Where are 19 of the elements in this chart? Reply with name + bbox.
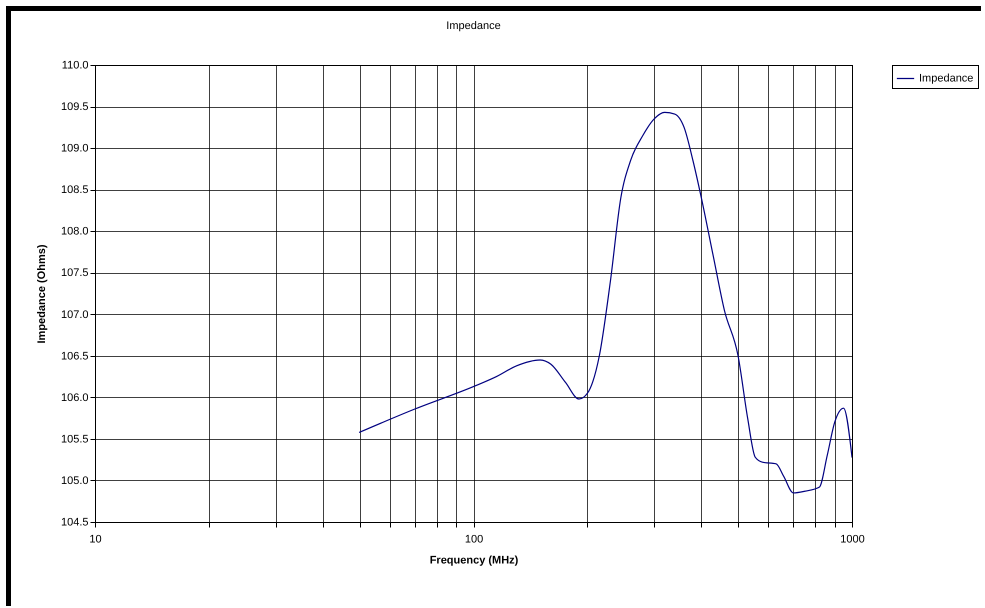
y-tick-label: 107.5 xyxy=(60,267,88,280)
y-tick-label: 108.5 xyxy=(60,184,88,196)
y-tick-label: 110.0 xyxy=(62,60,88,72)
y-axis-title: Impedance (Ohms) xyxy=(36,244,48,344)
x-tick-label: 10 xyxy=(89,534,102,546)
x-tick-label: 100 xyxy=(464,534,484,546)
y-tick-label: 105.0 xyxy=(60,474,88,487)
y-tick-label: 106.0 xyxy=(60,392,88,404)
y-tick-label: 109.0 xyxy=(60,142,88,155)
y-tick-label: 104.5 xyxy=(60,516,88,528)
chart-title: Impedance xyxy=(446,20,501,32)
x-axis-title: Frequency (MHz) xyxy=(430,554,519,566)
y-tick-label: 108.0 xyxy=(60,226,88,238)
y-tick-label: 107.0 xyxy=(60,308,88,321)
x-tick-label: 1000 xyxy=(840,534,865,546)
legend-label: Impedance xyxy=(919,72,974,84)
y-tick-label: 109.5 xyxy=(60,101,88,114)
y-tick-label: 105.5 xyxy=(60,433,88,446)
y-tick-label: 106.5 xyxy=(60,350,88,362)
